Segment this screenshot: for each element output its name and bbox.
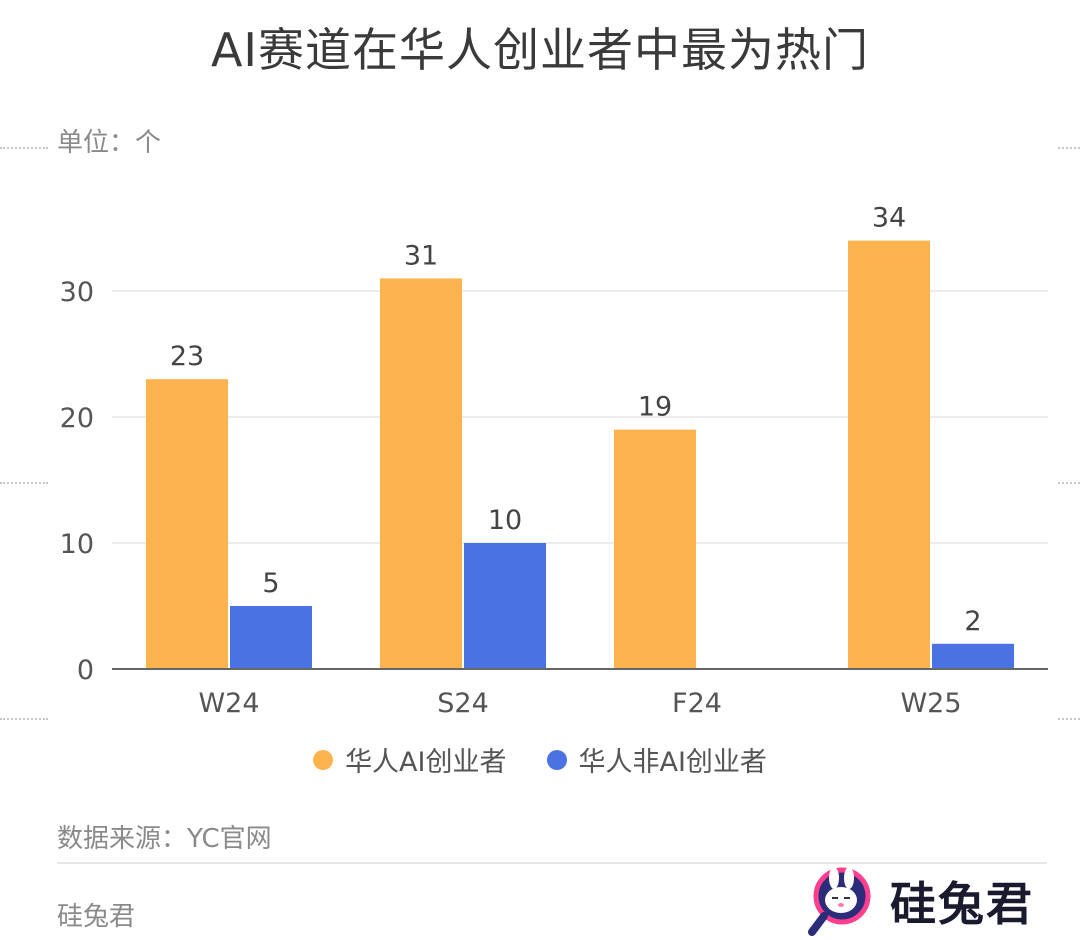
- rabbit-magnifier-logo-icon: [808, 867, 871, 936]
- data-label: 10: [488, 505, 522, 536]
- edge-dots: [0, 482, 48, 484]
- data-label: 2: [964, 606, 981, 637]
- legend-label-series1: 华人AI创业者: [345, 747, 507, 778]
- edge-dots: [1058, 482, 1080, 484]
- chart-title: AI赛道在华人创业者中最为热门: [210, 23, 870, 77]
- bar-1: [614, 429, 696, 669]
- data-source: 数据来源：YC官网: [57, 824, 272, 854]
- y-tick-label: 20: [60, 403, 94, 434]
- legend-label-series2: 华人非AI创业者: [578, 747, 767, 778]
- bar-2: [932, 643, 1014, 669]
- x-tick-label: W24: [198, 688, 259, 719]
- legend-item-series1: 华人AI创业者: [313, 740, 507, 779]
- y-tick-label: 30: [60, 277, 94, 308]
- unit-label: 单位：个: [57, 128, 162, 158]
- edge-dots: [0, 147, 48, 149]
- x-tick-label: W25: [900, 688, 961, 719]
- brand-logo: 硅兔君: [808, 864, 1034, 938]
- legend-swatch-series2: [546, 749, 567, 770]
- data-label: 19: [638, 392, 672, 423]
- data-label: 23: [170, 341, 204, 372]
- legend-swatch-series1: [313, 749, 334, 770]
- bar-1: [848, 240, 930, 669]
- divider: [57, 862, 1047, 864]
- bar-chart: 0 10 20 30 23 5 W24 31 10 S24 19 F24 34 2 W25: [60, 203, 1048, 719]
- x-tick-label: F24: [672, 688, 722, 719]
- edge-dots: [1058, 718, 1080, 720]
- edge-dots: [1058, 147, 1080, 149]
- bar-1: [146, 379, 228, 669]
- bar-2: [464, 543, 546, 669]
- bar-2: [230, 606, 312, 669]
- legend-item-series2: 华人非AI创业者: [546, 740, 767, 779]
- legend: 华人AI创业者 华人非AI创业者: [0, 740, 1080, 779]
- data-label: 5: [262, 568, 279, 599]
- data-label: 34: [872, 203, 906, 234]
- author-label: 硅兔君: [57, 902, 136, 932]
- brand-name: 硅兔君: [890, 877, 1034, 931]
- data-label: 31: [404, 240, 438, 271]
- bar-1: [380, 278, 462, 669]
- x-tick-label: S24: [437, 688, 489, 719]
- y-tick-label: 10: [60, 529, 94, 560]
- y-tick-label: 0: [77, 655, 94, 686]
- edge-dots: [0, 718, 48, 720]
